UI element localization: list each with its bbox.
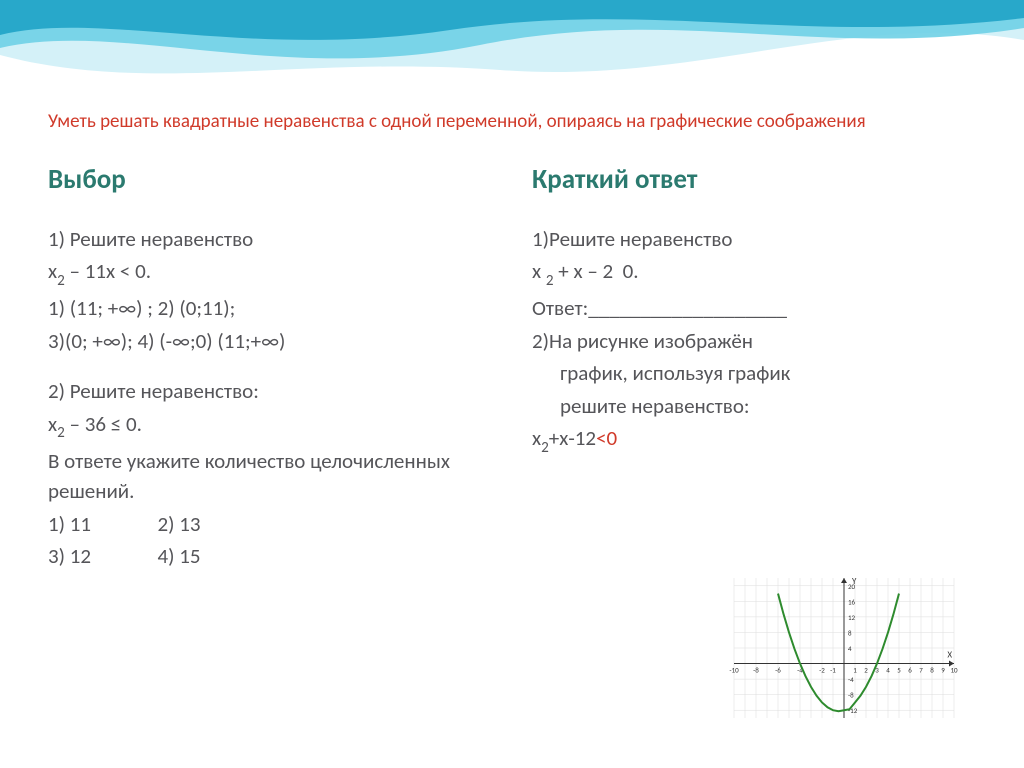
right-body: 1)Решите неравенство х 2 + х – 2 0. Отве…: [532, 224, 976, 458]
l-line-9: 3) 12 4) 15: [48, 541, 492, 571]
l-line-0: 1) Решите неравенство: [48, 224, 492, 254]
l-line-6: х2 – 36 ≤ 0.: [48, 409, 492, 444]
svg-text:6: 6: [908, 666, 912, 675]
svg-text:9: 9: [941, 666, 945, 675]
r-line-3: 2)На рисунке изображён: [532, 326, 976, 356]
svg-text:-8: -8: [753, 666, 759, 675]
svg-text:-12: -12: [848, 706, 858, 715]
left-body: 1) Решите неравенство х2 – 11х < 0. 1) (…: [48, 224, 492, 572]
l-line-1: х2 – 11х < 0.: [48, 256, 492, 291]
chart-svg: -10-8-6-4-2-112345678910-12-8-448121620X…: [724, 570, 964, 730]
svg-text:7: 7: [919, 666, 923, 675]
right-column: Краткий ответ 1)Решите неравенство х 2 +…: [532, 163, 976, 574]
svg-text:-2: -2: [819, 666, 825, 675]
r-line-1: х 2 + х – 2 0.: [532, 256, 976, 291]
svg-text:16: 16: [848, 597, 856, 606]
svg-text:-10: -10: [729, 666, 739, 675]
l-line-7: В ответе укажите количество целочисленны…: [48, 446, 492, 507]
svg-text:4: 4: [886, 666, 890, 675]
red-fragment: <0: [596, 425, 617, 451]
svg-text:-6: -6: [775, 666, 781, 675]
slide-title: Уметь решать квадратные неравенства с од…: [48, 110, 976, 135]
svg-text:X: X: [947, 650, 952, 661]
right-heading: Краткий ответ: [532, 163, 976, 196]
r-line-3b: график, используя график: [532, 358, 976, 388]
svg-text:8: 8: [848, 628, 852, 637]
r-line-3c: решите неравенство:: [532, 391, 976, 421]
l-line-2: 1) (11; +∞) ; 2) (0;11);: [48, 293, 492, 323]
columns: Выбор 1) Решите неравенство х2 – 11х < 0…: [48, 163, 976, 574]
svg-text:8: 8: [930, 666, 934, 675]
r-line-2: Ответ:___________________: [532, 293, 976, 323]
slide-content: Уметь решать квадратные неравенства с од…: [48, 110, 976, 573]
svg-text:1: 1: [853, 666, 857, 675]
left-heading: Выбор: [48, 163, 492, 196]
svg-text:5: 5: [897, 666, 901, 675]
left-column: Выбор 1) Решите неравенство х2 – 11х < 0…: [48, 163, 492, 574]
svg-text:-1: -1: [830, 666, 836, 675]
parabola-chart: -10-8-6-4-2-112345678910-12-8-448121620X…: [724, 570, 964, 730]
svg-text:4: 4: [848, 644, 852, 653]
svg-text:-8: -8: [848, 691, 854, 700]
l-line-8: 1) 11 2) 13: [48, 509, 492, 539]
svg-text:Y: Y: [852, 576, 857, 587]
l-line-5: 2) Решите неравенство:: [48, 376, 492, 406]
decorative-wave: [0, 0, 1024, 110]
r-line-4: х2+х-12<0: [532, 423, 976, 458]
svg-text:2: 2: [864, 666, 868, 675]
r-line-0: 1)Решите неравенство: [532, 224, 976, 254]
svg-text:-4: -4: [848, 675, 854, 684]
l-line-3: 3)(0; +∞); 4) (-∞;0) (11;+∞): [48, 326, 492, 356]
svg-text:12: 12: [848, 613, 856, 622]
svg-text:10: 10: [950, 666, 958, 675]
